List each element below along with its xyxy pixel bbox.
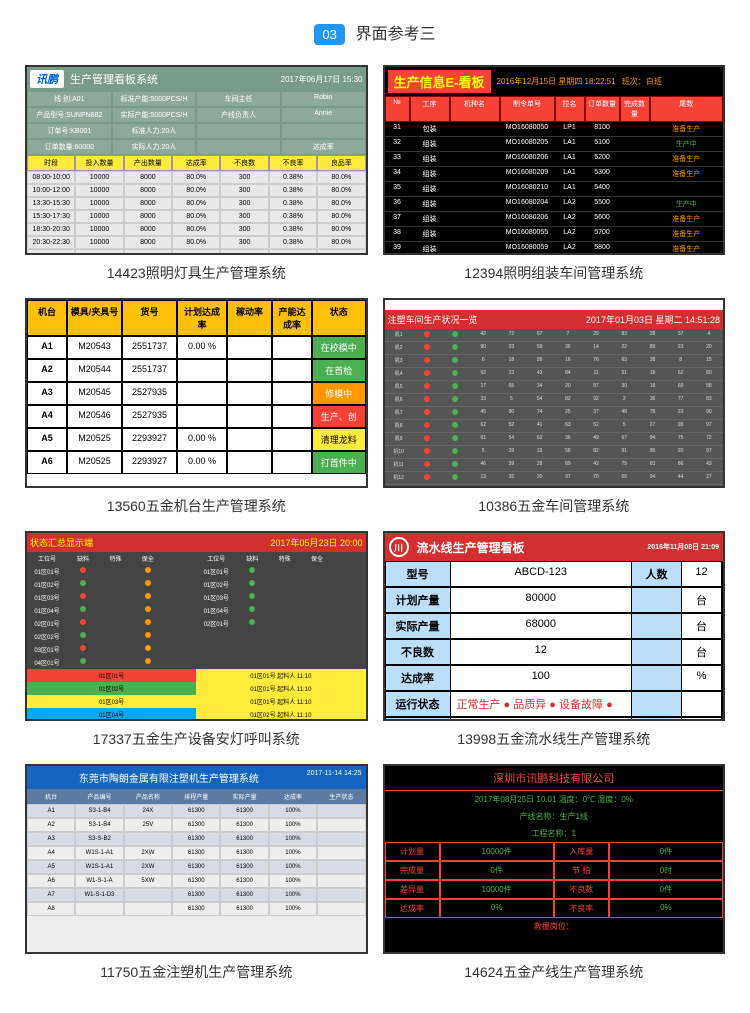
t2-rows: 31包装MO16080050LP18100准备生产32组装MO16080205L… xyxy=(385,122,724,255)
t8-grid: 计划量10000件入库量0件完成量0件节 拍0时差异量10000件不良数0件达成… xyxy=(385,842,724,918)
caption-1: 14423照明灯具生产管理系统 xyxy=(25,263,368,283)
t3-rows: A1M2054325517370.00 %在校模中A2M205442551737… xyxy=(27,336,366,474)
t5-date: 2017年05月23日 20:00 xyxy=(270,536,362,549)
t7-date: 2017-11-14 14:25 xyxy=(307,770,362,777)
t7-rows: A1S3-1-B424X6130061300100%A2S3-1-B425V61… xyxy=(27,804,366,916)
t8-foot: 救援岗位： xyxy=(385,918,724,935)
t6-date: 2016年11月08日 21:09 xyxy=(647,542,719,552)
caption-2: 12394照明组装车间管理系统 xyxy=(383,263,726,283)
thumb-8: 深圳市讯鹏科技有限公司 2017年08月25日 10:01 温度：0℃ 湿度：0… xyxy=(383,764,726,954)
t5-bands: 01区01号01区01号 起料人 11:1001区02号01区01号 起料人 1… xyxy=(27,669,366,721)
caption-8: 14624五金产线生产管理系统 xyxy=(383,962,726,982)
t4-title: 注塑车间生产状况一览 xyxy=(388,313,478,326)
thumb-6: 川流水线生产管理看板 2016年11月08日 21:09 型号ABCD-123人数… xyxy=(383,531,726,721)
t5-thr: 工位号缺料特殊保全 xyxy=(196,552,365,565)
card-3: 机台模具/夹具号货号计划达成率稼动率产能达成率状态 A1M20543255173… xyxy=(25,298,368,516)
badge: 03 xyxy=(314,24,344,45)
t8-title: 深圳市讯鹏科技有限公司 xyxy=(385,766,724,791)
t7-th: 机台产品编号产品名称排程产量实际产量达成率生产状态 xyxy=(27,789,366,804)
thumb-5: 状态汇总显示端2017年05月23日 20:00 工位号缺料特殊保全01区01号… xyxy=(25,531,368,721)
caption-6: 13998五金流水线生产管理系统 xyxy=(383,729,726,749)
t5-right: 01区01号01区02号01区03号01区04号02区01号 xyxy=(196,565,365,642)
t5-thl: 工位号缺料特殊保全 xyxy=(27,552,196,565)
t8-info2: 工程名称：1 xyxy=(385,825,724,842)
card-5: 状态汇总显示端2017年05月23日 20:00 工位号缺料特殊保全01区01号… xyxy=(25,531,368,749)
t2-th: №工序机种名制令单号拉名订单数量完成数量尾数 xyxy=(385,96,724,122)
card-6: 川流水线生产管理看板 2016年11月08日 21:09 型号ABCD-123人数… xyxy=(383,531,726,749)
t6-rows: 型号ABCD-123人数12计划产量80000台实际产量68000台不良数12台… xyxy=(385,561,724,721)
caption-5: 17337五金生产设备安灯呼叫系统 xyxy=(25,729,368,749)
t5-title: 状态汇总显示端 xyxy=(30,536,93,549)
t3-th: 机台模具/夹具号货号计划达成率稼动率产能达成率状态 xyxy=(27,300,366,336)
thumb-1: 讯鹏生产管理看板系统 2017年06月17日 15:30 线 别:A01标准产能:… xyxy=(25,65,368,255)
caption-7: 11750五金注塑机生产管理系统 xyxy=(25,962,368,982)
thumb-4: 注塑车间生产状况一览 2017年01月03日 星期二 14:51:28 机1427… xyxy=(383,298,726,488)
card-1: 讯鹏生产管理看板系统 2017年06月17日 15:30 线 别:A01标准产能:… xyxy=(25,65,368,283)
t1-info: 线 别:A01标准产能:5000PCS/H车间主任Robin产品型号:SUNPN… xyxy=(27,91,366,155)
t8-info1: 产线名称：生产1线 xyxy=(385,808,724,825)
t7-title: 东莞市陶朗金属有限注塑机生产管理系统 xyxy=(79,774,259,785)
t6-logo: 川 xyxy=(389,537,409,557)
page-header: 03 界面参考三 xyxy=(0,20,750,45)
thumb-2: 生产信息E-看板 2016年12月15日 星期四 18:22:51 班次：白班 №工… xyxy=(383,65,726,255)
t2-title: 生产信息E-看板 xyxy=(388,70,491,93)
t2-shift: 班次：白班 xyxy=(622,76,662,87)
page-title: 界面参考三 xyxy=(356,26,436,43)
card-7: 东莞市陶朗金属有限注塑机生产管理系统 2017-11-14 14:25 机台产品… xyxy=(25,764,368,982)
t1-rows: 08:00-10:0010000800080.0%3000.38%80.0%10… xyxy=(27,171,366,255)
t2-date: 2016年12月15日 星期四 18:22:51 xyxy=(497,76,616,87)
t1-date: 2017年06月17日 15:30 xyxy=(281,74,363,85)
t4-date: 2017年01月03日 星期二 14:51:28 xyxy=(586,313,720,326)
caption-4: 10386五金车间管理系统 xyxy=(383,496,726,516)
caption-3: 13560五金机台生产管理系统 xyxy=(25,496,368,516)
card-2: 生产信息E-看板 2016年12月15日 星期四 18:22:51 班次：白班 №工… xyxy=(383,65,726,283)
thumb-7: 东莞市陶朗金属有限注塑机生产管理系统 2017-11-14 14:25 机台产品… xyxy=(25,764,368,954)
logo-1: 讯鹏 xyxy=(30,70,64,88)
t8-info0: 2017年08月25日 10:01 温度：0℃ 湿度：0% xyxy=(385,791,724,808)
t6-title: 流水线生产管理看板 xyxy=(417,539,525,556)
t1-title: 生产管理看板系统 xyxy=(70,71,158,87)
t5-left: 01区01号01区02号01区03号01区04号02区01号02区02号03区0… xyxy=(27,565,196,669)
t4-browser xyxy=(385,300,724,310)
thumb-3: 机台模具/夹具号货号计划达成率稼动率产能达成率状态 A1M20543255173… xyxy=(25,298,368,488)
t4-rows: 机14272677298328374机2909359361422892320机3… xyxy=(385,329,724,485)
t1-th: 时段投入数量产出数量达成率不良数不良率良品率 xyxy=(27,155,366,171)
card-4: 注塑车间生产状况一览 2017年01月03日 星期二 14:51:28 机1427… xyxy=(383,298,726,516)
card-8: 深圳市讯鹏科技有限公司 2017年08月25日 10:01 温度：0℃ 湿度：0… xyxy=(383,764,726,982)
